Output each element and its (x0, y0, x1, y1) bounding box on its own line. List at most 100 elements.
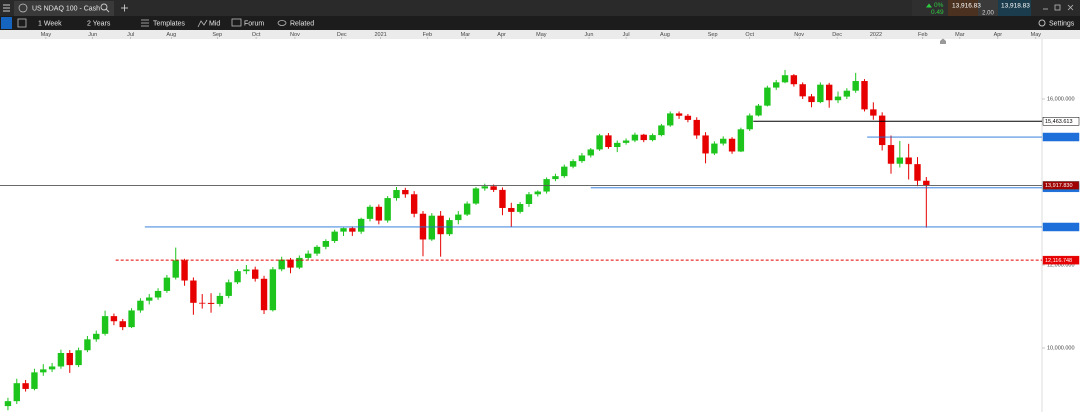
candle-body (172, 260, 179, 278)
candle-body (207, 302, 215, 304)
spread-box (978, 0, 998, 16)
candle-body (349, 228, 356, 232)
candle-body (472, 188, 480, 204)
candle-body (40, 369, 47, 373)
candle-body (4, 401, 12, 407)
x-tick-label: 2021 (374, 32, 386, 38)
candle-body (234, 271, 241, 283)
candle-body (481, 186, 488, 189)
buy-box[interactable] (998, 0, 1031, 16)
candle-body (746, 115, 753, 130)
candle-body (914, 164, 921, 181)
up-arrow (926, 3, 932, 8)
candle-body (84, 339, 91, 351)
candle-body (216, 295, 224, 304)
level-label: 12,116.748 (1045, 258, 1072, 264)
candle-body (587, 149, 594, 156)
candle-body (684, 115, 692, 120)
level-label-box (1042, 132, 1080, 142)
candle-body (887, 145, 895, 164)
grid-button[interactable] (17, 18, 27, 28)
x-tick-label: Jul (127, 32, 134, 38)
x-tick-label: Mar (461, 32, 471, 38)
x-tick-label: Aug (166, 32, 176, 38)
related-icon (277, 20, 287, 26)
change-value: 0.49 (931, 9, 944, 16)
sell-price: 13,916.83 (952, 3, 981, 10)
search-icon[interactable] (100, 3, 110, 13)
candle-body (534, 191, 541, 195)
candle-body (260, 278, 268, 311)
candle-body (702, 135, 709, 154)
x-tick-label: May (536, 32, 547, 38)
candle-body (181, 260, 188, 281)
candle-body (649, 135, 656, 141)
forum[interactable]: Forum (244, 20, 264, 27)
settings[interactable]: Settings (1049, 20, 1075, 27)
x-tick-label: Jun (88, 32, 97, 38)
layout-button[interactable] (1, 17, 12, 29)
candle-body (22, 383, 29, 389)
candle-body (693, 119, 700, 136)
candle-body (764, 87, 771, 106)
candle-body (357, 218, 365, 232)
level-label-box (1042, 255, 1080, 265)
level-label-box (1042, 181, 1080, 190)
sell-box[interactable] (948, 0, 978, 16)
x-tick-label: Feb (423, 32, 432, 38)
related[interactable]: Related (290, 20, 314, 27)
x-tick-label: Apr (994, 32, 1003, 38)
menu-icon[interactable] (3, 4, 10, 12)
templates[interactable]: Templates (153, 20, 185, 27)
candle-body (48, 366, 56, 370)
candle-body (146, 297, 153, 301)
candle-body (808, 96, 815, 103)
window-controls[interactable] (1043, 4, 1074, 11)
candle-body (755, 105, 762, 116)
candle-body (31, 372, 38, 389)
candle-body (516, 203, 524, 212)
candle-body (640, 134, 647, 141)
add-tab[interactable] (121, 4, 128, 12)
candle-body (410, 194, 418, 214)
candle-body (269, 269, 277, 311)
candle-body (93, 333, 100, 340)
x-tick-label: Oct (745, 32, 754, 38)
candle-body (870, 109, 877, 116)
candle-body (675, 113, 683, 116)
x-tick-label: Sep (708, 32, 718, 38)
price-type[interactable]: Mid (209, 20, 220, 27)
candle-body (817, 84, 824, 103)
templates-icon (141, 19, 149, 27)
x-tick-label: Aug (660, 32, 670, 38)
candle-body (905, 157, 912, 165)
range[interactable]: 2 Years (87, 20, 111, 27)
candle-body (402, 190, 409, 195)
candle-body (455, 214, 462, 221)
candle-body (923, 180, 930, 186)
y-tick-label: 12,000.000 (1047, 262, 1075, 268)
candle-body (75, 350, 82, 366)
candle-body (825, 84, 833, 101)
candle-body (790, 75, 798, 85)
candle-body (631, 134, 639, 141)
change-percent: 0% (934, 2, 944, 9)
title-bar (0, 0, 1080, 16)
x-tick-label: Nov (794, 32, 804, 38)
change-box (912, 0, 948, 16)
candle-body (737, 129, 745, 152)
candle-body (384, 198, 391, 221)
alert-marker[interactable] (940, 38, 946, 45)
candle-body (896, 157, 904, 164)
candle-body (13, 383, 20, 402)
tab[interactable] (14, 1, 114, 16)
buy-price: 13,918.83 (1001, 3, 1030, 10)
x-tick-label: May (41, 32, 52, 38)
interval[interactable]: 1 Week (38, 20, 62, 27)
candle-body (499, 189, 506, 208)
candle-body (622, 140, 630, 143)
candle-body (110, 316, 118, 322)
candle-body (190, 280, 197, 303)
candle-body (287, 259, 294, 268)
x-tick-label: May (1031, 32, 1042, 38)
